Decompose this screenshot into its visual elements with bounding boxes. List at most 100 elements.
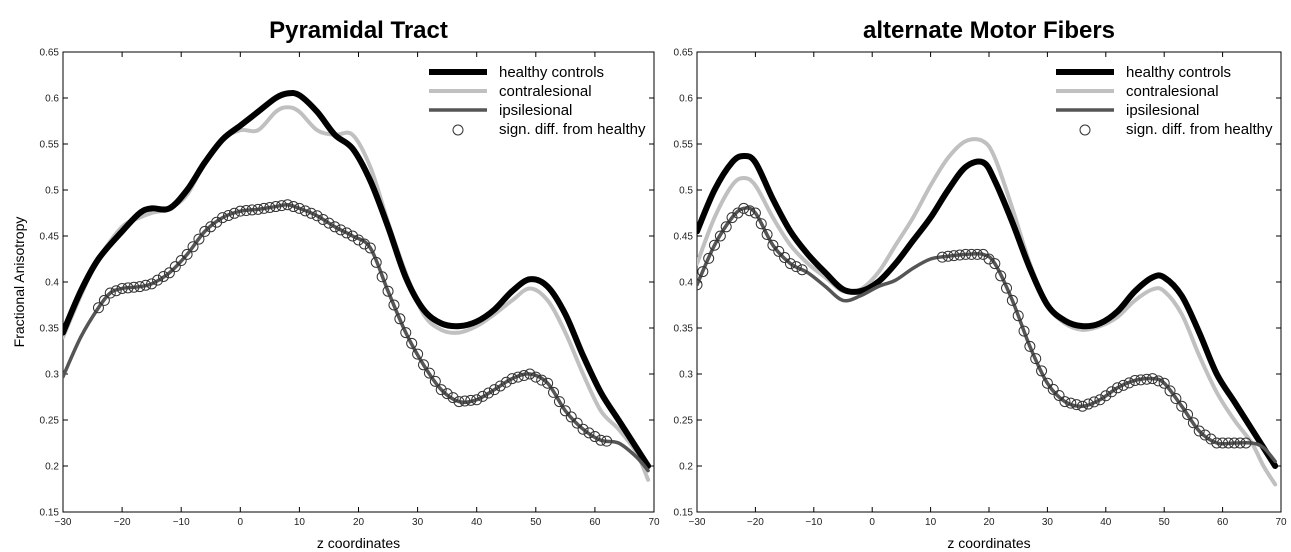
significance-marker [270,201,282,213]
significance-marker [1141,373,1153,385]
significance-marker [175,255,187,267]
significance-marker [738,202,750,214]
significance-marker [595,434,607,446]
significance-marker [92,302,104,314]
x-tick-label: −20 [114,517,131,528]
significance-marker [989,258,1001,270]
significance-marker [258,202,270,214]
significance-marker [187,241,199,253]
significance-marker [222,209,234,221]
y-tick-label: 0.55 [674,140,694,151]
significance-marker [1082,398,1094,410]
x-tick-label: 10 [925,517,937,528]
y-tick-label: 0.3 [679,370,693,381]
significance-marker [471,394,483,406]
significance-marker [317,213,329,225]
series-line-contralesional [63,105,651,482]
y-tick-label: 0.4 [45,278,59,289]
significance-marker [110,285,122,297]
significance-marker [948,250,960,262]
chart-panel-alternate-motor-fibers: alternate Motor Fibers −30 −20 −10 0 10 20 30 40… [674,17,1287,551]
significance-marker [441,388,453,400]
significance-marker [559,405,571,417]
significance-marker [1047,383,1059,395]
significance-marker [1024,340,1036,352]
legend-label-sign-diff-from-healthy: sign. diff. from healthy [1126,121,1273,138]
significance-marker [1030,353,1042,365]
y-tick-label: 0.15 [674,508,694,519]
significance-marker [1065,397,1077,409]
significance-marker [1228,437,1240,449]
y-tick-label: 0.15 [40,508,60,519]
significance-marker [305,207,317,219]
x-tick-label: 70 [1275,517,1287,528]
x-tick-label: 40 [471,517,483,528]
series-line-healthy-controls [63,89,652,469]
significance-marker [169,261,181,273]
significance-marker [181,248,193,260]
significance-marker [453,396,465,408]
significance-marker [1111,382,1123,394]
significance-marker [282,199,294,211]
significance-marker [790,261,802,273]
significance-marker [134,281,146,293]
significance-marker [530,371,542,383]
significance-marker [1176,400,1188,412]
significance-marker [1240,437,1252,449]
significance-marker [1211,437,1223,449]
significance-marker [246,204,258,216]
significance-marker [1182,408,1194,420]
significance-marker [1123,377,1135,389]
significance-marker [329,221,341,233]
significance-marker [1006,294,1018,306]
significance-marker [240,205,252,217]
significance-marker [128,281,140,293]
y-tick-label: 0.5 [679,186,693,197]
significance-marker [406,337,418,349]
series-line-contralesional [697,137,1278,487]
significance-marker [565,411,577,423]
x-tick-label: 0 [869,517,875,528]
x-tick-label: 40 [1100,517,1112,528]
significance-marker [784,258,796,270]
x-tick-label: −30 [689,517,706,528]
x-tick-label: 10 [294,517,306,528]
significance-marker [459,395,471,407]
significance-marker [960,248,972,260]
significance-marker [773,245,785,257]
x-tick-label: 60 [589,517,601,528]
significance-marker [1094,394,1106,406]
significance-marker [755,218,767,230]
significance-marker [1234,437,1246,449]
series-line-ipsilesional [697,206,1277,464]
significance-marker [98,294,110,306]
x-tick-label: −20 [747,517,764,528]
significance-marker [577,423,589,435]
significance-marker [435,384,447,396]
legend-label-contralesional: contralesional [499,83,592,100]
significance-marker [720,221,732,233]
y-tick-label: 0.45 [674,232,694,243]
significance-marker [157,270,169,282]
significance-marker [1205,433,1217,445]
significance-marker [954,249,966,261]
significance-marker [483,387,495,399]
significance-marker [418,359,430,371]
significance-marker [465,394,477,406]
chart-title: alternate Motor Fibers [863,17,1115,44]
y-tick-label: 0.65 [40,48,60,59]
significance-marker [744,205,756,217]
significance-marker [1164,385,1176,397]
significance-marker [234,205,246,217]
significance-marker [1106,386,1118,398]
significance-marker [1071,399,1083,411]
significance-marker [571,417,583,429]
x-tick-label: 20 [353,517,365,528]
significance-marker [217,212,229,224]
significance-marker [1076,400,1088,412]
significance-marker [429,375,441,387]
significance-marker [323,217,335,229]
significance-marker [548,386,560,398]
significance-marker [942,250,954,262]
